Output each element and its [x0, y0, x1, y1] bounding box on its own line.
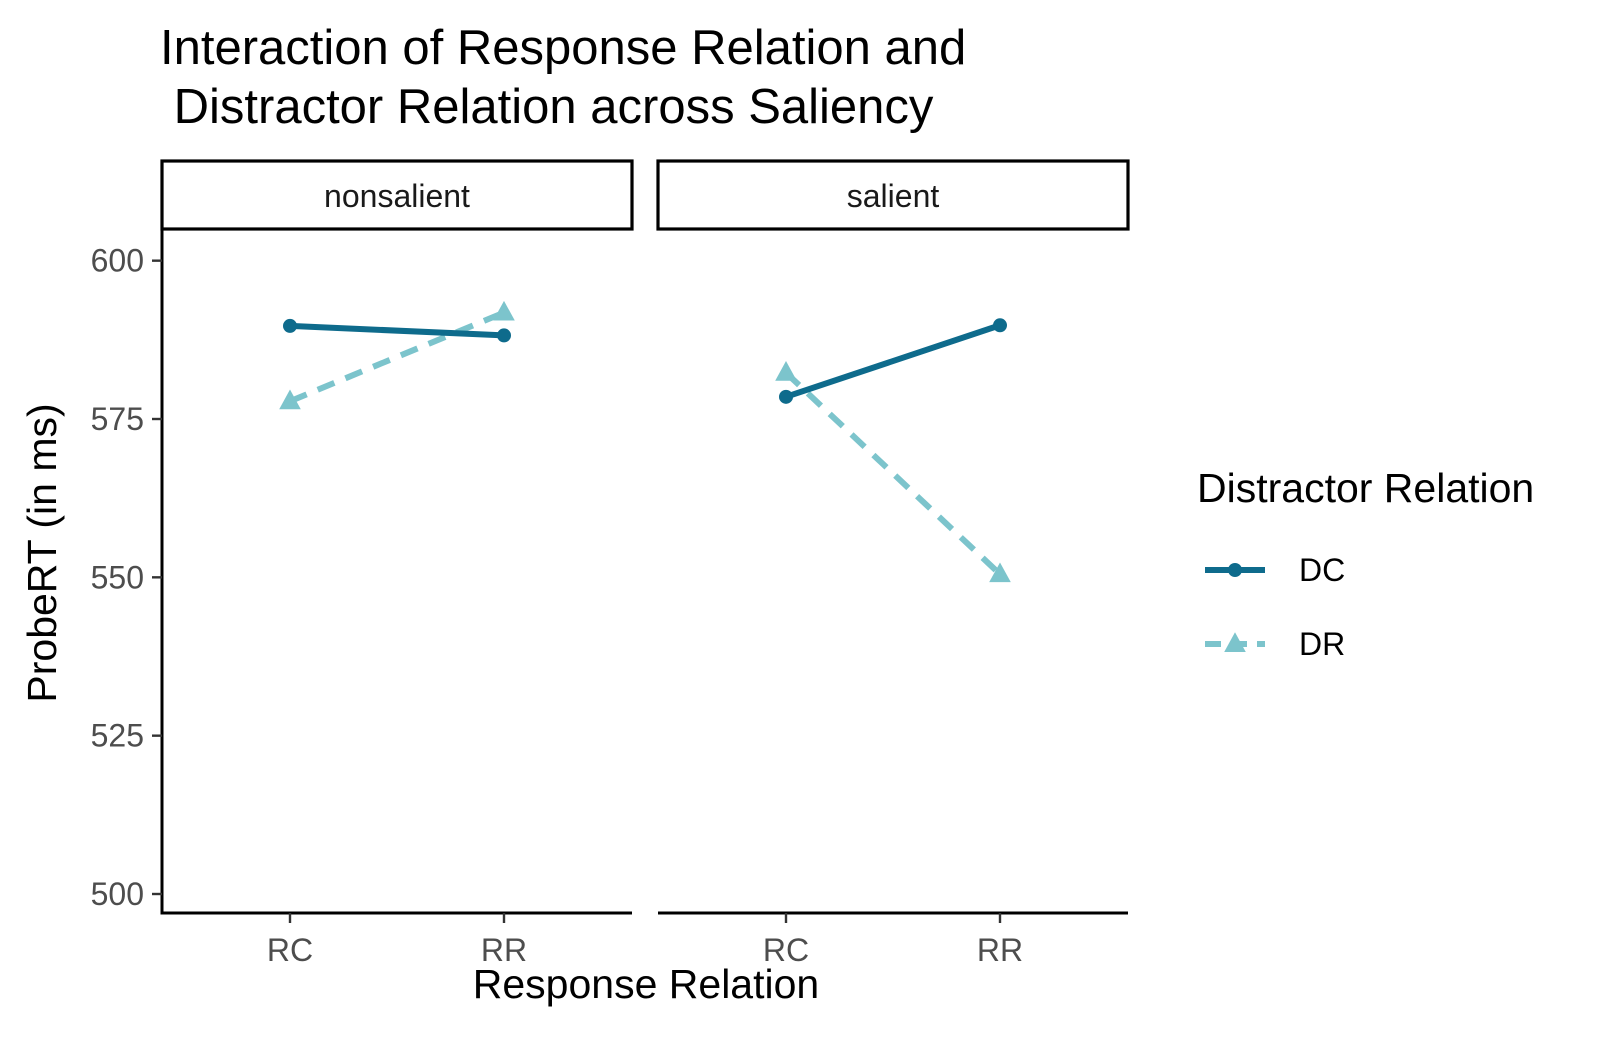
y-tick-label-600: 600: [91, 243, 144, 279]
series-line-nonsalient-DC: [289, 322, 505, 339]
x-tick-label-nonsalient-RR: RR: [481, 932, 527, 968]
strip-nonsalient: [160, 159, 634, 231]
x-axis-title: Response Relation: [473, 961, 819, 1007]
legend-label-DR: DR: [1299, 626, 1345, 662]
facet-salient: salient RC RR: [656, 159, 1130, 968]
legend-marker-DR: [1224, 632, 1246, 652]
legend: Distractor Relation DC DR: [1197, 465, 1534, 662]
strip-salient: [656, 159, 1130, 231]
chart-title-line-1: Interaction of Response Relation and: [160, 21, 966, 75]
point-nonsalient-DR-RR: [493, 300, 515, 321]
x-tick-label-salient-RR: RR: [977, 932, 1023, 968]
facet-panels: nonsalient RC RR salient RC RR: [160, 159, 1130, 968]
legend-label-DC: DC: [1299, 552, 1345, 588]
strip-label-salient: salient: [847, 178, 940, 214]
y-tick-label-550: 550: [91, 559, 144, 595]
point-salient-DR-RR: [989, 562, 1011, 583]
y-axis-title: ProbeRT (in ms): [19, 403, 65, 702]
point-salient-DR-RC: [775, 361, 797, 381]
y-tick-label-525: 525: [91, 718, 144, 754]
chart-title: Interaction of Response Relation and Dis…: [160, 21, 966, 134]
point-nonsalient-DC-RR: [497, 328, 511, 343]
chart-title-line-2: Distractor Relation across Saliency: [160, 80, 934, 134]
series-line-salient-DR: [783, 370, 1003, 577]
legend-title: Distractor Relation: [1197, 465, 1534, 511]
x-tick-label-salient-RC: RC: [763, 932, 809, 968]
legend-marker-DC: [1228, 563, 1242, 577]
y-tick-label-500: 500: [91, 876, 144, 912]
point-salient-DC-RC: [779, 389, 793, 404]
point-nonsalient-DR-RC: [279, 389, 301, 410]
series-line-nonsalient-DR: [288, 309, 506, 405]
x-tick-label-nonsalient-RC: RC: [267, 932, 313, 968]
y-tick-label-575: 575: [91, 401, 144, 437]
strip-label-nonsalient: nonsalient: [324, 178, 470, 214]
point-salient-DC-RR: [993, 318, 1007, 333]
series-line-salient-DC: [785, 322, 1001, 400]
point-nonsalient-DC-RC: [283, 318, 297, 333]
y-axis: 500 525 550 575 600: [91, 229, 164, 915]
facet-nonsalient: nonsalient RC RR: [160, 159, 634, 968]
legend-keys: DC DR: [1205, 552, 1345, 662]
